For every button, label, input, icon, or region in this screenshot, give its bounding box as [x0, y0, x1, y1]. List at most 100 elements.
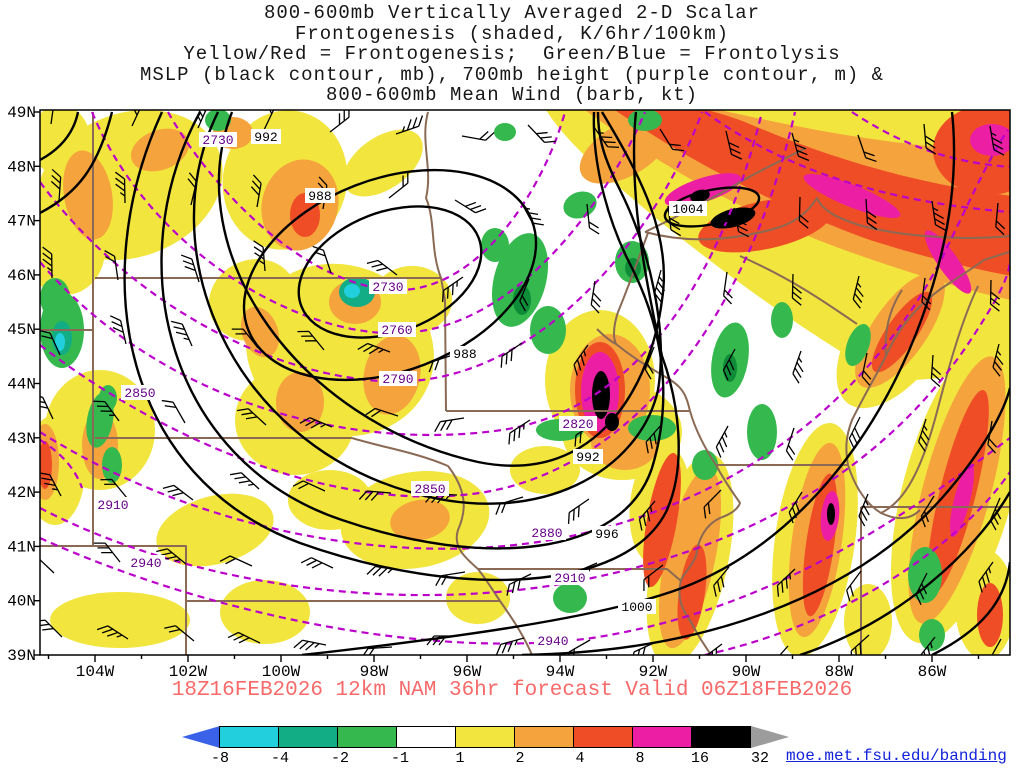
svg-text:2940: 2940	[130, 556, 161, 571]
map-frame	[39, 109, 1011, 656]
contour-label-layer: 2730 992 988 1004 2730 2760 988 2790 285…	[94, 129, 707, 649]
lat-label: 49N	[7, 104, 36, 122]
contour-label: 2820	[559, 416, 597, 432]
svg-text:1000: 1000	[621, 600, 652, 615]
wind-barb	[493, 637, 528, 655]
contour-label: 996	[592, 526, 622, 542]
colorbar-segment	[455, 726, 515, 748]
lon-label: 94W	[546, 663, 575, 681]
wind-barb	[696, 643, 729, 655]
svg-text:2880: 2880	[531, 526, 562, 541]
wind-barb	[293, 638, 327, 655]
state-borders	[40, 111, 1010, 655]
title-line-5: 800-600mb Mean Wind (barb, kt)	[325, 84, 699, 106]
contour-label: 2940	[127, 555, 165, 571]
svg-text:2940: 2940	[537, 634, 568, 649]
wind-barb	[492, 496, 527, 516]
lat-label: 40N	[7, 593, 36, 611]
contour-label: 988	[450, 346, 480, 362]
lon-label: 98W	[360, 663, 389, 681]
colorbar-tick-labels: -8 -4 -2 -1 1 2 4 8 16 32	[182, 750, 842, 767]
axis-labels: 49N 48N 47N 46N 45N 44N 43N 42N 41N 40N 39N 104W 102…	[7, 104, 947, 681]
lat-label: 46N	[7, 267, 36, 285]
svg-text:996: 996	[595, 527, 618, 542]
lat-label: 39N	[7, 647, 36, 665]
contour-label: 988	[305, 188, 335, 204]
axis-ticks	[34, 111, 980, 662]
title-line-2: Frontogenesis (shaded, K/6hr/100km)	[294, 22, 730, 45]
contour-label: 992	[251, 129, 281, 145]
wind-barb	[589, 280, 605, 314]
lon-label: 86W	[918, 663, 947, 681]
svg-text:992: 992	[576, 450, 599, 465]
colorbar-tick-label: -4	[270, 750, 290, 767]
lat-label: 44N	[7, 376, 36, 394]
lat-label: 41N	[7, 538, 36, 556]
wind-barb	[300, 554, 334, 577]
lon-label: 102W	[169, 663, 208, 681]
colorbar-right-arrow	[751, 726, 789, 748]
wind-barb	[712, 425, 737, 459]
colorbar-segment	[632, 726, 692, 748]
svg-text:988: 988	[453, 347, 476, 362]
contour-label: 2910	[551, 570, 589, 586]
lon-label: 88W	[825, 663, 854, 681]
contour-label: 1000	[618, 599, 656, 615]
colorbar-tick-label: -8	[210, 750, 230, 767]
lon-label: 90W	[732, 663, 761, 681]
contour-label: 2850	[121, 385, 159, 401]
svg-text:2730: 2730	[372, 280, 403, 295]
svg-text:992: 992	[254, 130, 277, 145]
colorbar-tick-label: 4	[575, 750, 585, 767]
lon-label: 96W	[453, 663, 482, 681]
plot-title: 800-600mb Vertically Averaged 2-D Scalar…	[0, 3, 1024, 106]
contour-label: 2910	[94, 497, 132, 513]
wind-barb	[789, 350, 811, 384]
wind-barb	[461, 126, 495, 143]
lat-label: 45N	[7, 321, 36, 339]
contour-label: 2730	[369, 279, 407, 295]
wind-barb	[432, 417, 467, 433]
contour-label: 2760	[378, 322, 416, 338]
contour-label: 992	[573, 449, 603, 465]
svg-text:2910: 2910	[97, 498, 128, 513]
banding-site-link[interactable]: moe.met.fsu.edu/banding	[786, 747, 1007, 765]
contour-label: 1004	[669, 201, 707, 217]
contour-label: 2880	[528, 525, 566, 541]
colorbar-segment	[337, 726, 397, 748]
lon-label: 104W	[76, 663, 115, 681]
lat-label: 47N	[7, 213, 36, 231]
colorbar-segment	[219, 726, 279, 748]
svg-text:2730: 2730	[202, 133, 233, 148]
colorbar-tick-label: 16	[690, 750, 710, 767]
colorbar-left-arrow	[182, 726, 220, 748]
wind-barb	[454, 191, 487, 218]
colorbar-tick-label: -2	[330, 750, 350, 767]
colorbar-segment	[514, 726, 574, 748]
title-line-3: Yellow/Red = Frontogenesis; Green/Blue =…	[183, 43, 841, 65]
mslp-contours	[40, 111, 1010, 655]
lat-label: 43N	[7, 430, 36, 448]
colorbar-segment	[396, 726, 456, 748]
wind-barb	[527, 118, 557, 149]
svg-text:2790: 2790	[382, 372, 413, 387]
wind-barb	[502, 573, 536, 597]
wind-barb	[162, 480, 194, 508]
colorbar-tick-label: 1	[455, 750, 465, 767]
lon-label: 100W	[262, 663, 301, 681]
contour-label: 2940	[534, 633, 572, 649]
colorbar-tick-label: 2	[515, 750, 525, 767]
svg-text:1004: 1004	[672, 202, 703, 217]
wind-barb	[562, 498, 595, 525]
title-line-4: MSLP (black contour, mb), 700mb height (…	[139, 63, 885, 86]
contour-label: 2790	[379, 371, 417, 387]
svg-text:2820: 2820	[562, 417, 593, 432]
lat-label: 42N	[7, 484, 36, 502]
contour-label: 2850	[411, 481, 449, 497]
colorbar-tick-label: -1	[390, 750, 410, 767]
svg-text:2760: 2760	[381, 323, 412, 338]
svg-text:2850: 2850	[124, 386, 155, 401]
lon-label: 92W	[639, 663, 668, 681]
